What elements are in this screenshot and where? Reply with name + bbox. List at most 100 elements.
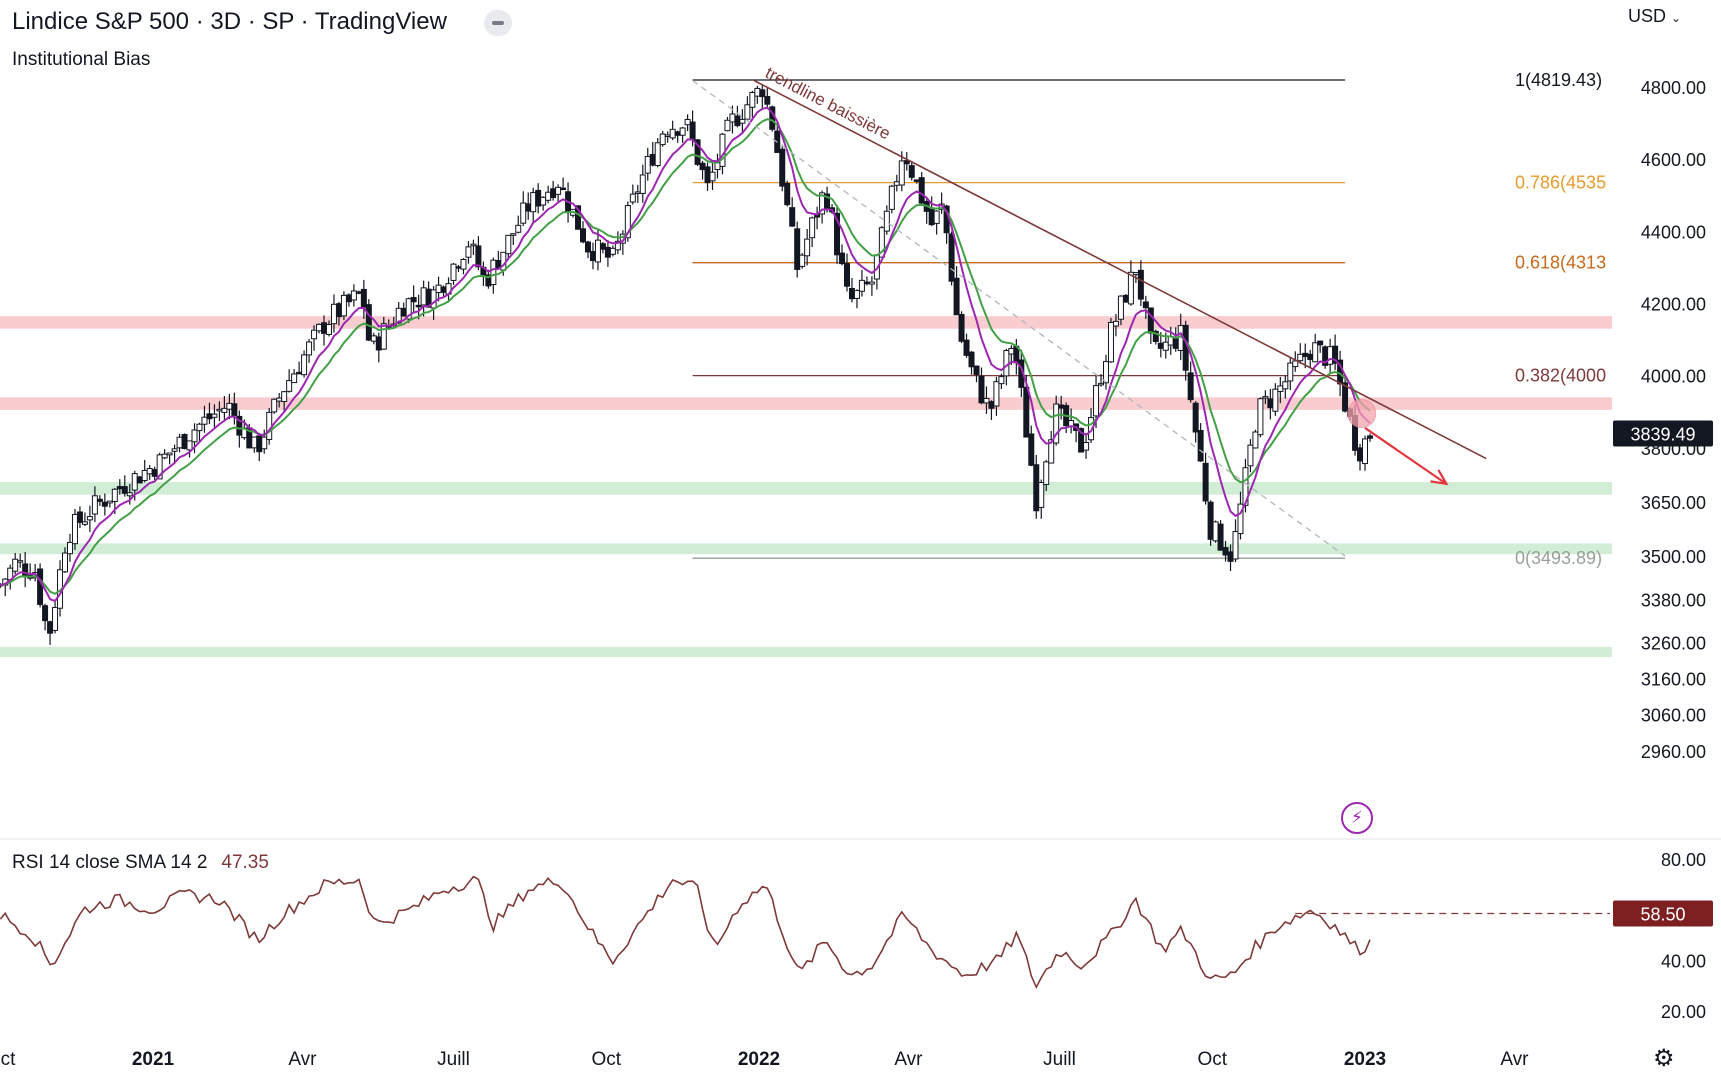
candle-body[interactable] — [853, 290, 860, 299]
candle-body[interactable] — [679, 127, 686, 136]
candle-body[interactable] — [1107, 321, 1114, 363]
candle-body[interactable] — [196, 423, 203, 432]
gear-icon[interactable]: ⚙ — [1653, 1045, 1675, 1072]
candle-body[interactable] — [231, 403, 238, 416]
candle-body[interactable] — [121, 486, 128, 494]
candle-body[interactable] — [948, 233, 955, 282]
candle-body[interactable] — [714, 162, 721, 170]
candle-body[interactable] — [81, 521, 88, 525]
candle-body[interactable] — [52, 607, 59, 631]
candle-body[interactable] — [883, 210, 890, 232]
candle-body[interactable] — [186, 440, 193, 451]
candle-body[interactable] — [983, 398, 990, 404]
candle-body[interactable] — [321, 322, 328, 334]
candle-body[interactable] — [1247, 444, 1254, 467]
candle-body[interactable] — [211, 413, 218, 418]
candle-body[interactable] — [181, 433, 188, 450]
ema-fast-line[interactable] — [0, 106, 1371, 603]
candle-body[interactable] — [1327, 346, 1334, 365]
candle-body[interactable] — [794, 228, 801, 270]
candle-body[interactable] — [893, 181, 900, 186]
candle-body[interactable] — [126, 492, 133, 497]
candle-body[interactable] — [296, 371, 303, 375]
candle-body[interactable] — [719, 133, 726, 167]
candle-body[interactable] — [490, 259, 497, 286]
candle-body[interactable] — [1127, 271, 1134, 305]
candle-body[interactable] — [350, 290, 357, 301]
candle-body[interactable] — [405, 298, 412, 320]
rsi-line[interactable] — [0, 875, 1371, 990]
lightning-icon[interactable]: ⚡ — [1341, 802, 1373, 834]
candle-body[interactable] — [1342, 382, 1349, 412]
candle-body[interactable] — [839, 252, 846, 265]
candle-body[interactable] — [953, 277, 960, 316]
candle-body[interactable] — [42, 605, 49, 622]
candle-body[interactable] — [1008, 348, 1015, 355]
candle-body[interactable] — [1048, 439, 1055, 464]
candle-body[interactable] — [1132, 272, 1139, 275]
candle-body[interactable] — [654, 142, 661, 166]
candle-body[interactable] — [1277, 385, 1284, 392]
candle-body[interactable] — [1262, 396, 1269, 399]
candle-body[interactable] — [903, 160, 910, 165]
candle-body[interactable] — [1237, 503, 1244, 535]
candle-body[interactable] — [804, 238, 811, 257]
candle-body[interactable] — [440, 286, 447, 293]
candle-body[interactable] — [171, 448, 178, 452]
candle-body[interactable] — [370, 335, 377, 342]
candle-body[interactable] — [699, 162, 706, 171]
candle-body[interactable] — [1202, 462, 1209, 502]
candle-body[interactable] — [764, 95, 771, 105]
candle-body[interactable] — [470, 243, 477, 247]
rsi-pane[interactable] — [0, 875, 1610, 990]
candle-body[interactable] — [76, 511, 83, 523]
candle-body[interactable] — [709, 171, 716, 182]
candle-body[interactable] — [430, 289, 437, 309]
candle-body[interactable] — [111, 488, 118, 503]
candle-body[interactable] — [301, 354, 308, 376]
candle-body[interactable] — [908, 165, 915, 178]
candle-body[interactable] — [560, 187, 567, 191]
candle-body[interactable] — [1122, 294, 1129, 303]
candle-body[interactable] — [1058, 404, 1065, 409]
price-chart[interactable] — [0, 84, 1373, 645]
candle-body[interactable] — [545, 191, 552, 201]
candle-body[interactable] — [96, 498, 103, 502]
candle-body[interactable] — [749, 92, 756, 108]
candle-body[interactable] — [146, 468, 153, 475]
candle-body[interactable] — [575, 205, 582, 230]
candle-body[interactable] — [868, 281, 875, 285]
candle-body[interactable] — [649, 153, 656, 166]
candle-body[interactable] — [669, 128, 676, 139]
candle-body[interactable] — [86, 516, 93, 521]
candle-body[interactable] — [1217, 523, 1224, 551]
candle-body[interactable] — [365, 304, 372, 341]
candle-body[interactable] — [22, 563, 29, 576]
candle-body[interactable] — [266, 411, 273, 440]
candle-body[interactable] — [624, 205, 631, 239]
candle-body[interactable] — [12, 558, 19, 572]
candle-body[interactable] — [973, 365, 980, 375]
candle-body[interactable] — [1192, 402, 1199, 433]
candle-body[interactable] — [614, 240, 621, 251]
candle-body[interactable] — [1112, 320, 1119, 327]
candle-body[interactable] — [978, 375, 985, 404]
candle-body[interactable] — [1332, 345, 1339, 364]
candle-body[interactable] — [1187, 372, 1194, 401]
candle-body[interactable] — [335, 303, 342, 318]
candle-body[interactable] — [131, 473, 138, 491]
candle-body[interactable] — [1297, 353, 1304, 362]
candle-body[interactable] — [1362, 438, 1368, 465]
candle-body[interactable] — [1317, 340, 1324, 346]
candle-body[interactable] — [704, 166, 711, 184]
candle-body[interactable] — [221, 407, 228, 413]
candle-body[interactable] — [101, 501, 108, 507]
candle-body[interactable] — [694, 139, 701, 165]
candle-body[interactable] — [584, 241, 591, 253]
candle-body[interactable] — [888, 185, 895, 210]
candle-body[interactable] — [1307, 353, 1314, 360]
candle-body[interactable] — [151, 469, 158, 477]
candle-body[interactable] — [1137, 269, 1144, 300]
candle-body[interactable] — [1142, 301, 1149, 309]
candle-body[interactable] — [1147, 307, 1154, 334]
